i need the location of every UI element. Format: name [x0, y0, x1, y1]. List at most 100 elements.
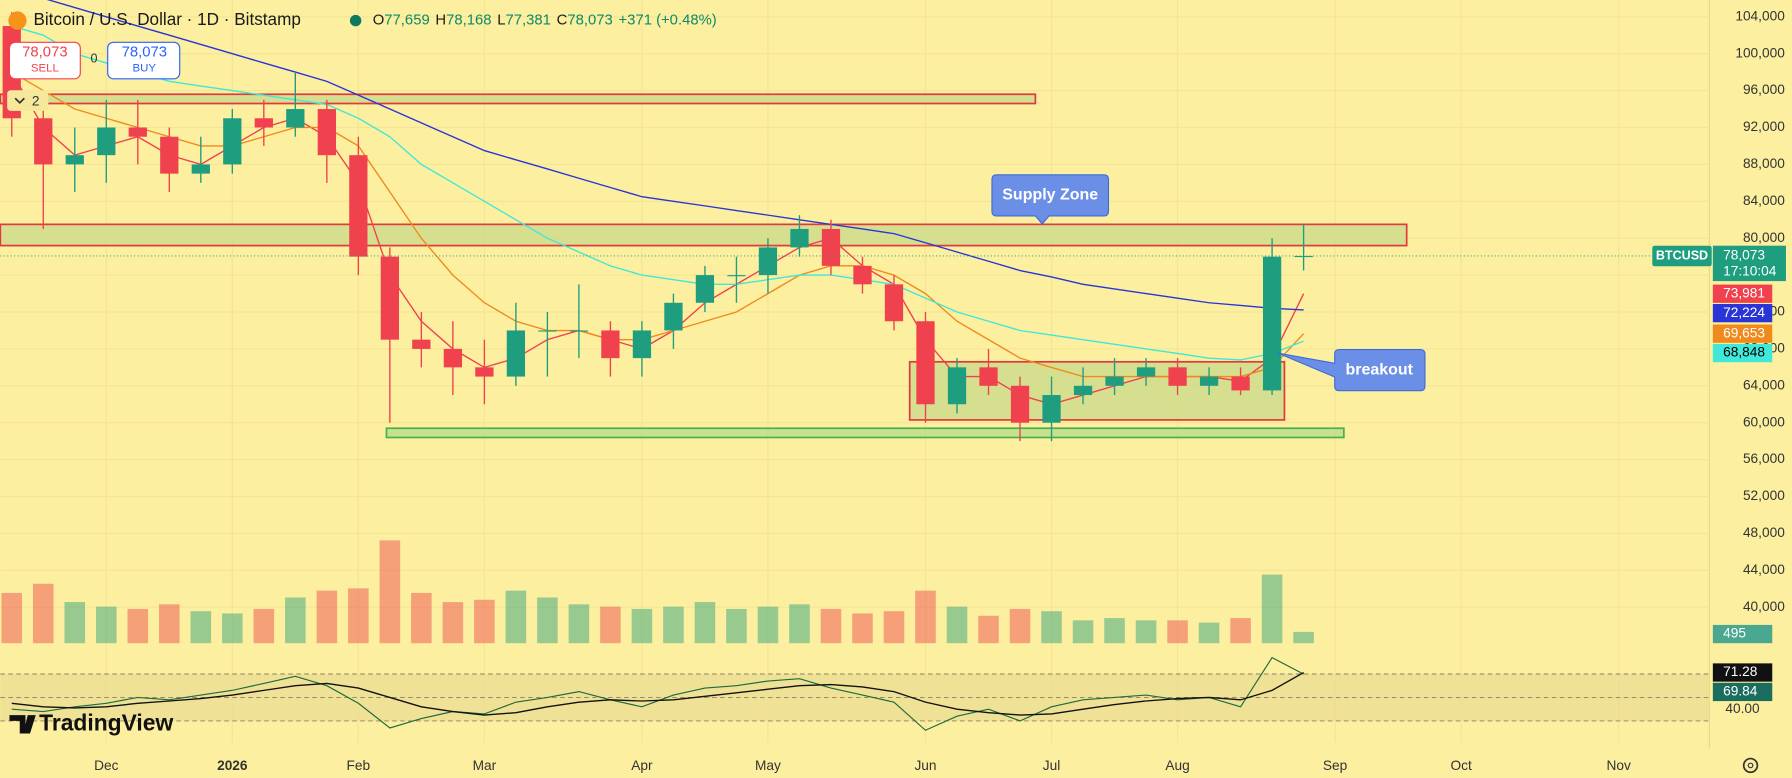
volume-bar: [978, 615, 999, 644]
spread: 0: [91, 52, 98, 66]
y-tick-label: 60,000: [1743, 414, 1785, 429]
symbol-label: BTCUSD: [1656, 248, 1708, 262]
candle-body: [947, 367, 967, 405]
x-tick-label: May: [755, 758, 781, 773]
change: +371 (+0.48%): [619, 12, 717, 28]
volume-bar: [1167, 620, 1188, 644]
volume-bar: [789, 604, 810, 644]
volume-bar: [852, 613, 873, 644]
candle-body: [1105, 376, 1124, 386]
x-tick-label: Dec: [94, 758, 118, 773]
volume-bar: [32, 583, 54, 644]
moving-average: [46, 0, 1304, 311]
x-tick-label: Apr: [631, 758, 653, 773]
toggle-count[interactable]: 2: [32, 93, 40, 108]
y-tick-label: 48,000: [1743, 525, 1785, 540]
y-tick-label: 84,000: [1743, 193, 1785, 208]
volume-bar: [379, 540, 401, 644]
candles: [2, 12, 1313, 442]
y-tick-label: 52,000: [1743, 488, 1785, 503]
candle-body: [821, 228, 841, 266]
zone: [385, 427, 1345, 439]
ohlc-value: 78,168: [446, 12, 491, 28]
candle-body: [916, 321, 935, 405]
ohlc-key: C: [557, 12, 568, 28]
volume-bar: [95, 606, 117, 644]
volume-bar: [1041, 611, 1062, 644]
candle-body: [727, 275, 746, 277]
candle-body: [1294, 255, 1313, 258]
candle-body: [443, 348, 463, 368]
gear-icon[interactable]: [1742, 757, 1759, 774]
volume-bar: [474, 599, 495, 644]
candle-body: [349, 155, 368, 257]
candle-body: [664, 302, 683, 331]
indicator-toggle[interactable]: 2: [7, 90, 49, 111]
y-tick-label: 40,000: [1743, 599, 1785, 614]
y-tick-label: 64,000: [1743, 377, 1785, 392]
candle-body: [223, 118, 242, 165]
ohlc-key: H: [435, 12, 446, 28]
buy-button[interactable]: 78,073 BUY: [107, 41, 181, 80]
candle-body: [160, 136, 179, 174]
volume-bar: [1261, 574, 1283, 644]
buy-label[interactable]: BUY: [133, 63, 157, 75]
volume-bar: [537, 597, 558, 644]
volume-bar: [253, 608, 275, 644]
candle-body: [1262, 256, 1282, 391]
y-tick-label: 92,000: [1743, 119, 1785, 134]
x-tick-label: Sep: [1323, 758, 1348, 773]
zone: [0, 223, 1408, 247]
annotation: Supply Zone: [1002, 187, 1098, 204]
volume-bar: [1293, 631, 1314, 644]
candle-body: [695, 275, 715, 303]
volume-bar: [442, 602, 464, 644]
volume-bar: [694, 602, 716, 644]
y-tick-label: 88,000: [1743, 156, 1785, 171]
ma-label-box: [1712, 324, 1773, 343]
sell-button[interactable]: 78,073 SELL: [8, 41, 81, 80]
logo-text: TradingView: [39, 709, 173, 735]
chevron[interactable]: [14, 97, 25, 105]
candle-body: [1199, 376, 1219, 386]
candle-body: [1073, 385, 1093, 396]
coin-icon: [8, 11, 27, 30]
logo-mark: [9, 715, 36, 734]
volume-bar: [726, 608, 747, 644]
candle-body: [1042, 395, 1061, 423]
buy-price[interactable]: 78,073: [122, 44, 167, 60]
rsi-label-box: [1712, 682, 1773, 702]
gear-center[interactable]: [1747, 762, 1754, 769]
volume-bar: [222, 613, 243, 644]
settings[interactable]: [1742, 757, 1759, 774]
y-tick-label: 56,000: [1743, 451, 1785, 466]
ohlc-value: 78,073: [567, 12, 612, 28]
ma-label: 69,653: [1723, 325, 1765, 340]
x-tick-label: Jul: [1043, 758, 1061, 773]
candle-body: [632, 330, 652, 359]
toggle-box[interactable]: [7, 90, 49, 111]
candle-body: [286, 109, 305, 128]
sell-price[interactable]: 78,073: [22, 44, 67, 60]
buy-box[interactable]: [107, 41, 181, 80]
y-tick-label: 96,000: [1743, 82, 1785, 97]
candle-body: [380, 256, 399, 340]
x-tick-label: Aug: [1165, 758, 1189, 773]
volume-bar: [631, 608, 653, 644]
y-tick-label: 104,000: [1735, 8, 1785, 23]
candle-body: [128, 127, 147, 137]
ma-label: 72,224: [1723, 305, 1765, 320]
sell-box[interactable]: [8, 41, 81, 80]
sell-label[interactable]: SELL: [31, 63, 59, 75]
symbol-box: [1652, 245, 1712, 267]
volume-bar: [663, 606, 684, 644]
candle-body: [191, 164, 210, 174]
callout-box: [1277, 349, 1426, 392]
volume-bar: [1135, 620, 1157, 644]
supply-callout: Supply Zone: [991, 174, 1110, 225]
annotation: breakout: [1345, 361, 1413, 378]
rsi-pane: [0, 656, 1710, 731]
volume-bar: [1, 592, 23, 644]
x-tick-label: Mar: [473, 758, 497, 773]
